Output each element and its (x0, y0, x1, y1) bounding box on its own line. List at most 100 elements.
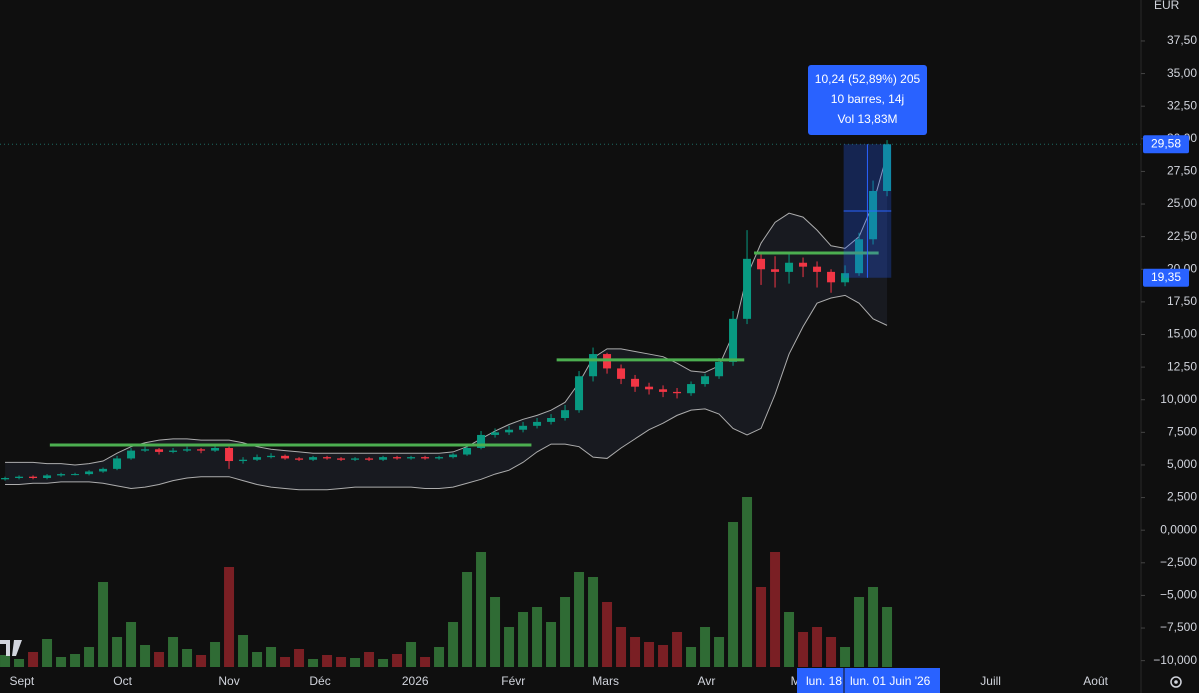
volume-bar (28, 652, 39, 667)
candle-body (561, 410, 570, 418)
crosshair-divider (843, 668, 845, 693)
candle-body (267, 455, 276, 458)
volume-bar (308, 659, 319, 667)
volume-bar (448, 622, 459, 667)
candle-body (197, 449, 206, 451)
band-fill (5, 154, 888, 490)
logo (0, 640, 22, 656)
volume-bar (252, 652, 263, 667)
candle-body (365, 458, 374, 460)
x-tick-label: Nov (218, 674, 239, 688)
volume-bar (714, 637, 725, 667)
measure-label: 10 barres, 14j (831, 92, 904, 106)
candle-body (337, 458, 346, 460)
candle-body (169, 450, 178, 452)
x-tick-label: Déc (309, 674, 330, 688)
candle-body (617, 368, 626, 379)
candle-body (183, 449, 192, 451)
volume-bar (644, 642, 655, 667)
candle-body (491, 432, 500, 435)
measure-tooltip (808, 65, 927, 135)
volume-bar (630, 637, 641, 667)
price-label-bg (1143, 135, 1189, 154)
volume-bar (784, 612, 795, 667)
x-tick-label: Mars (592, 674, 619, 688)
volume-bar (504, 627, 515, 667)
y-tick-label: 2,500 (1167, 490, 1197, 504)
volume-bar (462, 572, 473, 667)
volume-bar (518, 612, 529, 667)
candle-body (379, 457, 388, 460)
y-tick-label: 7,500 (1167, 425, 1197, 439)
y-tick-label: 35,00 (1167, 66, 1197, 80)
volume-bar (70, 654, 81, 667)
volume-bar (770, 552, 781, 667)
y-tick-label: −5,000 (1160, 588, 1197, 602)
candle-body (743, 258, 752, 319)
candle-body (127, 450, 136, 459)
candle-body (463, 447, 472, 455)
candle-body (813, 266, 822, 272)
candle-body (785, 262, 794, 272)
candle-body (533, 421, 542, 426)
candle-body (29, 476, 38, 479)
candle-body (505, 429, 514, 433)
volume-bar (826, 637, 837, 667)
overlay-layer: 10,24 (52,89%) 205 10 barres, 14j Vol 13,8… (0, 65, 1141, 447)
candle-body (841, 273, 850, 283)
measure-label: Vol 13,83M (837, 112, 897, 126)
x-tick-label: Juill (980, 674, 1001, 688)
candle-layer (1, 140, 892, 481)
y-tick-label: −10,000 (1153, 653, 1197, 667)
candle-body (295, 458, 304, 460)
y-tick-label: 32,50 (1167, 98, 1197, 112)
candle-body (393, 457, 402, 459)
volume-bar (616, 627, 627, 667)
candle-body (309, 457, 318, 460)
volume-bar (154, 652, 165, 667)
y-tick-label: 0,0000 (1160, 522, 1197, 536)
volume-bar (476, 552, 487, 667)
candle-body (477, 434, 486, 448)
candle-body (113, 458, 122, 469)
crosshair-label: lun. 01 Juin '26 (850, 674, 931, 688)
axis-layer: EUR 37,5035,0032,5030,0027,5025,0022,502… (9, 0, 1199, 693)
volume-bar (98, 582, 109, 667)
volume-bar (434, 647, 445, 667)
volume-bar (420, 657, 431, 667)
settings-icon[interactable] (1170, 676, 1182, 688)
volume-bar (350, 658, 361, 667)
candle-body (239, 459, 248, 462)
volume-bar (700, 627, 711, 667)
volume-bar (392, 654, 403, 667)
price-label: 19,35 (1151, 270, 1181, 284)
candle-body (141, 449, 150, 451)
volume-bar (140, 645, 151, 667)
volume-bar (546, 622, 557, 667)
volume-bar (280, 657, 291, 667)
candle-body (99, 468, 108, 472)
candle-body (253, 457, 262, 460)
candle-body (435, 457, 444, 459)
settings-button[interactable] (1170, 676, 1182, 688)
price-label-bg (1143, 268, 1189, 287)
volume-bar (574, 572, 585, 667)
candle-body (547, 417, 556, 422)
volume-bar (266, 647, 277, 667)
band-layer (5, 154, 888, 491)
y-tick-label: −7,500 (1160, 620, 1197, 634)
volume-bar (0, 655, 11, 667)
volume-bar (210, 642, 221, 667)
candle-body (71, 474, 80, 476)
candle-body (407, 457, 416, 459)
volume-bar (406, 642, 417, 667)
price-axis-bg (1141, 0, 1199, 693)
settings-icon-center[interactable] (1174, 680, 1178, 684)
volume-bar (238, 635, 249, 667)
candle-body (883, 144, 892, 191)
y-tick-label: 12,50 (1167, 359, 1197, 373)
volume-bar (756, 587, 767, 667)
volume-bar (798, 632, 809, 667)
candle-body (631, 378, 640, 387)
